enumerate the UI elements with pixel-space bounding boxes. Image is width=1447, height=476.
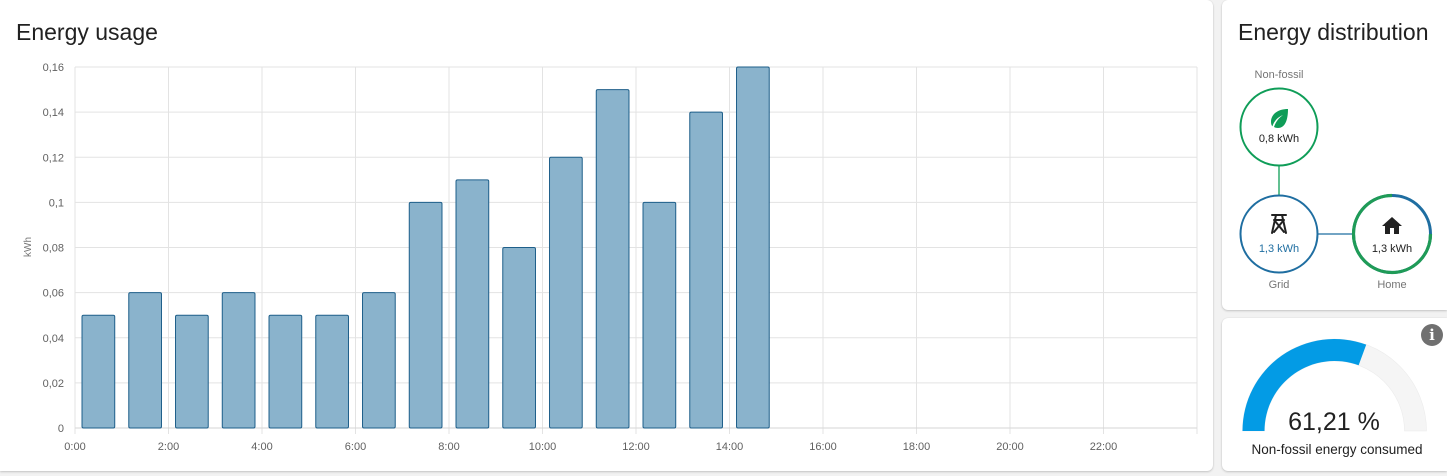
bar[interactable] — [315, 314, 349, 429]
nonfossil-node[interactable]: 0,8 kWh — [1239, 87, 1319, 167]
y-axis-title: kWh — [23, 237, 34, 257]
x-tick-label: 10:00 — [529, 441, 557, 453]
x-tick-label: 2:00 — [158, 441, 179, 453]
x-tick-label: 12:00 — [622, 441, 650, 453]
nonfossil-gauge-card: i 61,21 % Non-fossil energy consumed — [1222, 318, 1447, 471]
bar[interactable] — [642, 201, 677, 429]
y-tick-label: 0,1 — [49, 197, 64, 209]
x-tick-label: 18:00 — [903, 441, 931, 453]
bar[interactable] — [268, 314, 303, 429]
nonfossil-gauge: 61,21 % Non-fossil energy consumed — [1242, 338, 1427, 457]
gauge-value: 61,21 % — [1288, 408, 1380, 436]
energy-distribution-title: Energy distribution — [1238, 19, 1429, 45]
nonfossil-label: Non-fossil — [1255, 69, 1304, 81]
y-tick-label: 0,06 — [43, 288, 64, 300]
home-label: Home — [1377, 279, 1406, 291]
y-tick-label: 0,08 — [43, 243, 64, 255]
home-value: 1,3 kWh — [1372, 243, 1412, 255]
y-tick-label: 0,14 — [43, 107, 64, 119]
x-tick-label: 6:00 — [345, 441, 366, 453]
y-tick-label: 0 — [58, 423, 64, 435]
x-tick-label: 14:00 — [716, 441, 744, 453]
bar[interactable] — [689, 111, 723, 429]
x-tick-label: 16:00 — [809, 441, 837, 453]
energy-distribution-card: Energy distribution Non-fossil 0,8 kWh — [1222, 0, 1447, 310]
energy-distribution-diagram: Non-fossil 0,8 kWh 1,3 kWh Grid — [1239, 69, 1433, 291]
y-tick-label: 0,16 — [43, 62, 64, 74]
energy-usage-card: Energy usage 0 0,02 0,04 0,06 0,08 0,1 0,12 0,1… — [0, 0, 1213, 471]
energy-usage-chart: 0 0,02 0,04 0,06 0,08 0,1 0,12 0,14 0,16 0:00 2:00… — [23, 62, 1198, 453]
bar[interactable] — [175, 314, 209, 429]
bar[interactable] — [595, 89, 630, 429]
x-tick-label: 22:00 — [1090, 441, 1118, 453]
bar[interactable] — [736, 66, 770, 429]
info-icon[interactable]: i — [1421, 324, 1443, 346]
bar[interactable] — [502, 247, 536, 429]
bar[interactable] — [455, 179, 490, 429]
y-tick-label: 0,12 — [43, 152, 64, 164]
grid-label: Grid — [1269, 279, 1290, 291]
home-icon — [1382, 217, 1402, 234]
bar[interactable] — [549, 156, 583, 429]
x-tick-label: 4:00 — [251, 441, 272, 453]
grid-value: 1,3 kWh — [1259, 243, 1299, 255]
bar[interactable] — [81, 314, 116, 429]
gauge-fill — [1242, 339, 1367, 431]
x-tick-label: 0:00 — [64, 441, 85, 453]
nonfossil-value: 0,8 kWh — [1259, 133, 1299, 145]
bar[interactable] — [362, 292, 396, 429]
transmission-tower-icon — [1271, 214, 1287, 234]
bar[interactable] — [408, 201, 443, 429]
bar[interactable] — [128, 292, 162, 429]
leaf-icon — [1271, 109, 1288, 128]
grid-node[interactable]: 1,3 kWh — [1239, 194, 1319, 274]
x-tick-label: 20:00 — [996, 441, 1024, 453]
x-tick-label: 8:00 — [438, 441, 459, 453]
y-tick-label: 0,02 — [43, 378, 64, 390]
gauge-label: Non-fossil energy consumed — [1251, 442, 1422, 457]
home-node[interactable]: 1,3 kWh — [1351, 193, 1433, 275]
y-tick-label: 0,04 — [43, 333, 64, 345]
bar[interactable] — [221, 292, 256, 429]
energy-usage-title: Energy usage — [16, 19, 158, 45]
